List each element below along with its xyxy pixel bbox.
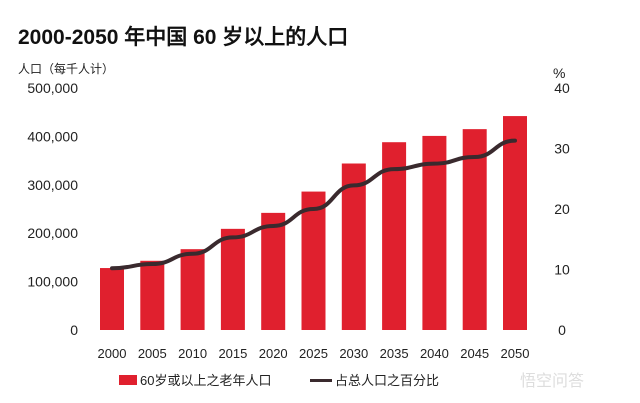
x-tick-label: 2010 bbox=[178, 346, 207, 361]
legend-bar-swatch bbox=[119, 375, 137, 385]
bar bbox=[382, 142, 407, 330]
y2-tick-label: 40 bbox=[554, 80, 570, 96]
x-tick-label: 2005 bbox=[138, 346, 167, 361]
line-point bbox=[150, 262, 154, 266]
bar bbox=[220, 228, 245, 330]
bar bbox=[341, 163, 366, 330]
y-tick-label: 500,000 bbox=[27, 80, 78, 96]
x-tick-label: 2015 bbox=[218, 346, 247, 361]
watermark: 悟空问答 bbox=[520, 372, 584, 390]
y2-tick-label: 20 bbox=[554, 201, 570, 217]
x-tick-label: 2000 bbox=[98, 346, 127, 361]
bar bbox=[301, 191, 326, 330]
bar bbox=[100, 268, 124, 330]
y-tick-label: 400,000 bbox=[27, 128, 78, 144]
bar bbox=[503, 116, 527, 331]
y2-tick-label: 10 bbox=[554, 262, 570, 278]
bar bbox=[261, 212, 286, 330]
line-point bbox=[312, 207, 315, 211]
bar bbox=[180, 249, 205, 330]
y-tick-label: 0 bbox=[70, 322, 78, 338]
y-axis-label: 人口（每千人计） bbox=[18, 61, 114, 76]
x-tick-label: 2020 bbox=[259, 346, 288, 361]
y2-axis-label: % bbox=[553, 65, 565, 81]
line-point bbox=[271, 224, 275, 228]
x-tick-label: 2050 bbox=[501, 346, 530, 361]
chart-title: 2000-2050 年中国 60 岁以上的人口 bbox=[18, 25, 348, 49]
bar bbox=[422, 135, 447, 330]
legend-line-swatch bbox=[310, 379, 332, 382]
line-point bbox=[231, 235, 235, 239]
y2-tick-label: 30 bbox=[554, 141, 570, 157]
line-point bbox=[432, 162, 436, 166]
x-tick-label: 2025 bbox=[299, 346, 328, 361]
legend-bar-label: 60岁或以上之老年人口 bbox=[140, 373, 271, 388]
x-tick-label: 2035 bbox=[380, 346, 409, 361]
line-point bbox=[352, 183, 356, 187]
line-point bbox=[392, 167, 396, 171]
x-tick-label: 2040 bbox=[420, 346, 449, 361]
legend-line-label: 占总人口之百分比 bbox=[335, 373, 439, 388]
y-tick-label: 300,000 bbox=[27, 177, 78, 193]
bar bbox=[140, 260, 165, 330]
line-point bbox=[110, 266, 114, 270]
x-tick-label: 2045 bbox=[460, 346, 489, 361]
x-tick-label: 2030 bbox=[339, 346, 368, 361]
line-point bbox=[191, 252, 195, 256]
y2-tick-label: 0 bbox=[558, 322, 566, 338]
bar bbox=[462, 129, 487, 330]
y-tick-label: 100,000 bbox=[27, 274, 78, 290]
y-tick-label: 200,000 bbox=[27, 225, 78, 241]
line-point bbox=[473, 155, 477, 159]
line-point bbox=[513, 139, 517, 143]
